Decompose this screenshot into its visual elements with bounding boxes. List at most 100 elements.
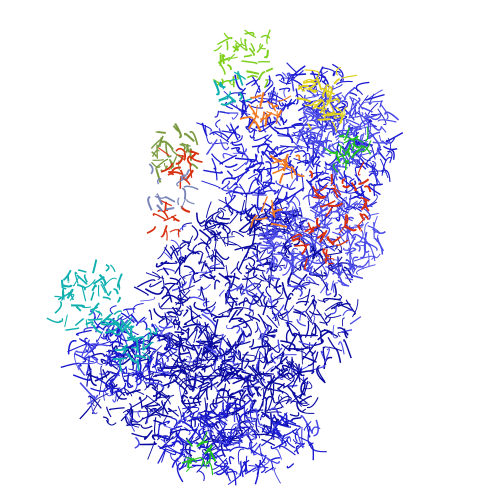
rna-strand [135,359,142,380]
protein-strand [343,127,350,141]
rna-strand [193,328,198,344]
protein-strand [73,277,79,287]
rna-strand [342,268,352,284]
rna-strand [275,74,285,82]
rna-strand [219,411,226,419]
rna-strand [252,142,265,148]
rna-strand [222,383,227,398]
rna-strand [215,249,230,261]
rna-strand [326,251,343,256]
rna-strand [178,254,187,262]
rna-strand [199,412,220,418]
rna-strand [161,337,179,343]
rna-strand [281,233,287,242]
protein-strand [343,106,348,114]
protein-strand [169,229,181,233]
protein-strand [243,53,253,58]
protein-strand [180,197,187,210]
rna-strand [250,345,270,350]
rna-strand [254,372,275,378]
rna-strand [151,271,161,281]
rna-strand [299,310,306,321]
rna-strand [273,116,282,127]
protein-strand [117,314,122,320]
rna-strand [187,376,209,381]
rna-strand [349,253,354,273]
rna-strand [280,146,290,152]
rna-strand [228,456,235,465]
rna-strand [197,469,205,482]
rna-strand [177,453,186,460]
rna-strand [144,406,149,425]
protein-strand [102,296,111,301]
rna-strand [218,308,234,316]
protein-strand [236,71,244,86]
rna-strand [237,448,245,465]
rna-strand [217,207,227,212]
rna-strand [205,385,209,400]
rna-strand [163,252,173,261]
rna-strand [373,215,378,234]
rna-strand [264,223,268,240]
rna-strand [229,102,248,112]
rna-strand [295,88,299,105]
rna-strand [317,181,329,199]
rna-strand [245,264,259,270]
rna-strand [230,389,244,396]
rna-strand [226,234,229,247]
rna-strand [275,180,290,190]
protein-strand [61,284,73,288]
rna-strand [256,459,262,475]
rna-strand [192,343,199,355]
rna-strand [294,363,301,383]
protein-strand [183,185,199,191]
rna-strand [348,235,357,255]
rna-strand [294,394,308,405]
rna-strand [296,218,309,228]
protein-strand [358,178,370,185]
protein-strand [260,196,269,213]
rna-strand [182,410,199,420]
rna-strand [305,179,314,198]
rna-strand [268,427,281,432]
rna-strand [307,351,319,367]
rna-strand [331,211,340,213]
rna-strand [356,199,363,208]
rna-strand [177,321,181,331]
rna-strand [255,413,260,433]
protein-strand [258,70,266,81]
protein-strand [62,269,72,281]
rna-strand [282,374,295,389]
rna-strand [301,104,316,111]
rna-strand [257,425,268,432]
rna-strand [278,394,284,408]
rna-strand [252,430,258,439]
rna-strand [212,356,218,366]
rna-strand [372,141,392,144]
protein-strand [314,193,325,198]
rna-strand [202,300,210,307]
rna-strand [212,315,230,323]
rna-strand [164,282,179,286]
protein-strand [248,114,258,130]
protein-strand [250,94,262,99]
rna-strand [111,345,118,354]
protein-strand [91,302,100,313]
rna-strand [188,372,197,391]
rna-strand [226,284,232,301]
rna-strand [212,398,217,409]
rna-strand [210,363,220,377]
rna-strand [115,392,127,400]
rna-strand [153,419,167,426]
rna-strand [220,364,223,374]
rna-strand [229,446,249,452]
rna-strand [238,425,253,439]
rna-strand [324,348,330,362]
rna-strand [279,445,296,456]
protein-strand [201,457,208,469]
rna-strand [248,464,269,469]
rna-strand [300,236,314,246]
rna-strand [305,123,327,129]
rna-strand [353,203,373,208]
